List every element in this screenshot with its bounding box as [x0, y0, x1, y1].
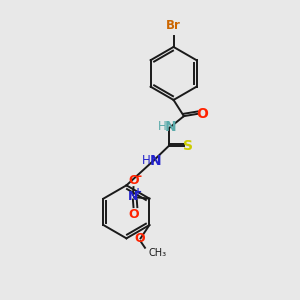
Text: H: H	[142, 154, 151, 167]
Text: -: -	[136, 170, 141, 183]
Text: CH₃: CH₃	[148, 248, 166, 258]
Text: N: N	[128, 190, 138, 203]
Text: O: O	[196, 107, 208, 121]
Text: S: S	[183, 139, 193, 153]
Text: +: +	[134, 187, 142, 197]
Text: H: H	[158, 120, 167, 133]
Text: Br: Br	[166, 19, 181, 32]
Text: O: O	[128, 208, 139, 221]
Text: O: O	[134, 232, 145, 245]
Text: N: N	[150, 154, 161, 168]
Text: N: N	[165, 120, 177, 134]
Text: O: O	[128, 173, 139, 187]
